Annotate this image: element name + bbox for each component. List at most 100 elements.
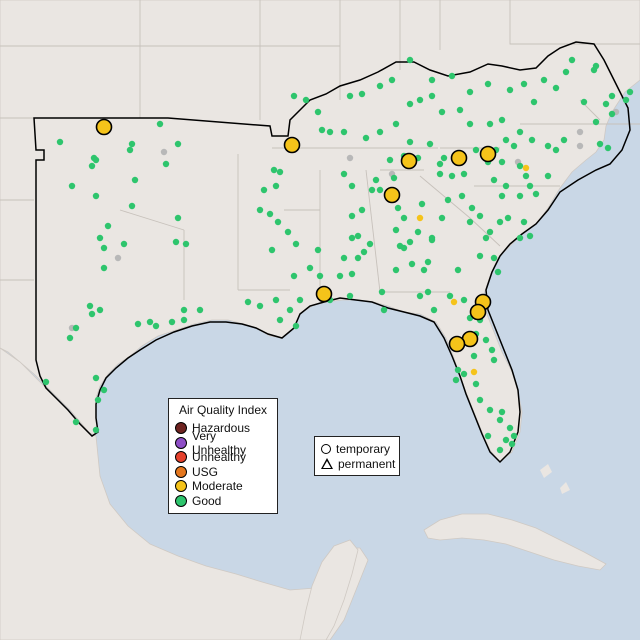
monitor-marker-good[interactable] bbox=[526, 232, 534, 240]
monitor-marker-good[interactable] bbox=[424, 258, 432, 266]
monitor-marker-good[interactable] bbox=[418, 200, 426, 208]
monitor-marker-moderate[interactable] bbox=[470, 368, 478, 376]
monitor-marker-good[interactable] bbox=[314, 246, 322, 254]
monitor-marker-good[interactable] bbox=[520, 218, 528, 226]
monitor-marker-good[interactable] bbox=[444, 196, 452, 204]
monitor-marker-good[interactable] bbox=[456, 106, 464, 114]
monitor-marker-good[interactable] bbox=[394, 204, 402, 212]
monitor-marker-good[interactable] bbox=[290, 272, 298, 280]
monitor-marker-good[interactable] bbox=[128, 202, 136, 210]
monitor-marker-good[interactable] bbox=[416, 292, 424, 300]
monitor-marker-good[interactable] bbox=[306, 264, 314, 272]
monitor-marker-good[interactable] bbox=[406, 138, 414, 146]
monitor-marker-good[interactable] bbox=[368, 186, 376, 194]
monitor-marker-good[interactable] bbox=[340, 128, 348, 136]
monitor-marker-moderate-large[interactable] bbox=[479, 145, 497, 163]
monitor-marker-moderate-large[interactable] bbox=[400, 152, 418, 170]
monitor-marker-good[interactable] bbox=[430, 306, 438, 314]
monitor-marker-good[interactable] bbox=[362, 134, 370, 142]
monitor-marker-good[interactable] bbox=[56, 138, 64, 146]
monitor-marker-moderate-large[interactable] bbox=[315, 285, 333, 303]
monitor-marker-good[interactable] bbox=[502, 436, 510, 444]
monitor-marker-good[interactable] bbox=[392, 226, 400, 234]
monitor-marker-good[interactable] bbox=[92, 156, 100, 164]
monitor-marker-good[interactable] bbox=[436, 170, 444, 178]
monitor-marker-good[interactable] bbox=[272, 182, 280, 190]
monitor-marker-moderate-large[interactable] bbox=[383, 186, 401, 204]
monitor-marker-good[interactable] bbox=[100, 264, 108, 272]
monitor-marker-good[interactable] bbox=[372, 176, 380, 184]
monitor-marker-good[interactable] bbox=[274, 218, 282, 226]
monitor-marker-good[interactable] bbox=[496, 416, 504, 424]
monitor-marker-good[interactable] bbox=[94, 396, 102, 404]
monitor-marker-good[interactable] bbox=[392, 120, 400, 128]
monitor-marker-unavailable[interactable] bbox=[576, 128, 584, 136]
monitor-marker-good[interactable] bbox=[68, 182, 76, 190]
monitor-marker-good[interactable] bbox=[88, 310, 96, 318]
monitor-marker-good[interactable] bbox=[348, 234, 356, 242]
monitor-marker-good[interactable] bbox=[406, 56, 414, 64]
monitor-marker-good[interactable] bbox=[386, 156, 394, 164]
monitor-marker-good[interactable] bbox=[416, 96, 424, 104]
monitor-marker-good[interactable] bbox=[354, 254, 362, 262]
monitor-marker-good[interactable] bbox=[520, 80, 528, 88]
monitor-marker-good[interactable] bbox=[488, 346, 496, 354]
monitor-marker-good[interactable] bbox=[156, 120, 164, 128]
monitor-marker-good[interactable] bbox=[286, 306, 294, 314]
monitor-marker-good[interactable] bbox=[502, 182, 510, 190]
monitor-marker-good[interactable] bbox=[440, 154, 448, 162]
monitor-marker-good[interactable] bbox=[438, 214, 446, 222]
monitor-marker-good[interactable] bbox=[568, 56, 576, 64]
monitor-marker-good[interactable] bbox=[522, 172, 530, 180]
monitor-marker-good[interactable] bbox=[428, 92, 436, 100]
monitor-marker-good[interactable] bbox=[498, 116, 506, 124]
monitor-marker-good[interactable] bbox=[42, 378, 50, 386]
monitor-marker-good[interactable] bbox=[496, 446, 504, 454]
monitor-marker-good[interactable] bbox=[516, 128, 524, 136]
monitor-marker-good[interactable] bbox=[506, 86, 514, 94]
monitor-marker-good[interactable] bbox=[482, 336, 490, 344]
monitor-marker-good[interactable] bbox=[454, 366, 462, 374]
monitor-marker-good[interactable] bbox=[486, 406, 494, 414]
monitor-marker-good[interactable] bbox=[496, 218, 504, 226]
monitor-marker-good[interactable] bbox=[266, 210, 274, 218]
monitor-marker-good[interactable] bbox=[272, 296, 280, 304]
monitor-marker-good[interactable] bbox=[292, 322, 300, 330]
monitor-marker-good[interactable] bbox=[452, 376, 460, 384]
monitor-marker-moderate[interactable] bbox=[450, 298, 458, 306]
monitor-marker-good[interactable] bbox=[88, 162, 96, 170]
monitor-marker-good[interactable] bbox=[86, 302, 94, 310]
monitor-marker-good[interactable] bbox=[162, 160, 170, 168]
monitor-marker-good[interactable] bbox=[376, 82, 384, 90]
monitor-marker-good[interactable] bbox=[378, 288, 386, 296]
monitor-marker-good[interactable] bbox=[486, 120, 494, 128]
monitor-marker-good[interactable] bbox=[296, 296, 304, 304]
monitor-marker-good[interactable] bbox=[608, 110, 616, 118]
monitor-marker-good[interactable] bbox=[438, 108, 446, 116]
monitor-marker-good[interactable] bbox=[134, 320, 142, 328]
monitor-marker-good[interactable] bbox=[516, 192, 524, 200]
monitor-marker-unavailable[interactable] bbox=[160, 148, 168, 156]
monitor-marker-good[interactable] bbox=[590, 66, 598, 74]
monitor-marker-good[interactable] bbox=[360, 248, 368, 256]
monitor-marker-good[interactable] bbox=[72, 324, 80, 332]
monitor-marker-good[interactable] bbox=[302, 96, 310, 104]
monitor-marker-good[interactable] bbox=[486, 228, 494, 236]
monitor-marker-good[interactable] bbox=[494, 268, 502, 276]
monitor-marker-good[interactable] bbox=[428, 234, 436, 242]
monitor-marker-good[interactable] bbox=[472, 146, 480, 154]
monitor-marker-good[interactable] bbox=[406, 100, 414, 108]
monitor-marker-good[interactable] bbox=[448, 72, 456, 80]
monitor-marker-good[interactable] bbox=[256, 302, 264, 310]
monitor-marker-moderate-large[interactable] bbox=[448, 335, 466, 353]
monitor-marker-good[interactable] bbox=[348, 212, 356, 220]
monitor-marker-good[interactable] bbox=[336, 272, 344, 280]
monitor-marker-good[interactable] bbox=[436, 160, 444, 168]
monitor-marker-good[interactable] bbox=[466, 218, 474, 226]
monitor-marker-good[interactable] bbox=[460, 296, 468, 304]
monitor-marker-good[interactable] bbox=[400, 244, 408, 252]
monitor-marker-good[interactable] bbox=[346, 92, 354, 100]
monitor-marker-good[interactable] bbox=[560, 136, 568, 144]
monitor-marker-unavailable[interactable] bbox=[114, 254, 122, 262]
